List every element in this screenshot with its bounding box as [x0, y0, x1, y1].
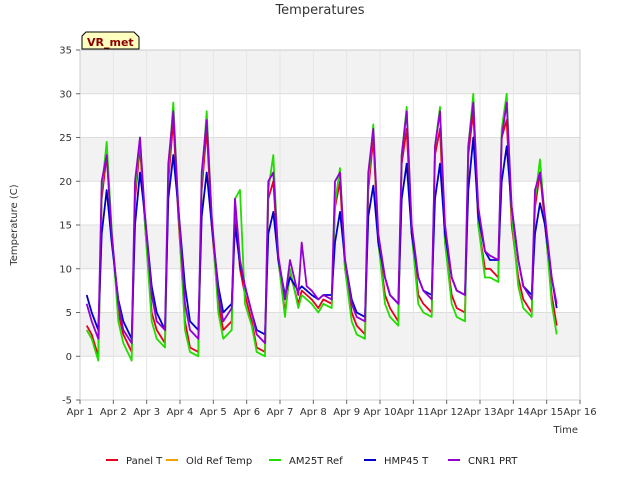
legend-item: CNR1 PRT [448, 456, 518, 467]
station-tag-label: VR_met [87, 36, 134, 49]
x-tick-label: Apr 5 [200, 407, 227, 418]
x-tick-label: Apr 3 [133, 407, 160, 418]
x-tick-label: Apr 4 [167, 407, 194, 418]
y-tick-label: 15 [59, 221, 72, 232]
legend-label: AM25T Ref [289, 456, 343, 467]
y-tick-label: 20 [59, 177, 72, 188]
y-tick-label: 0 [66, 352, 72, 363]
x-tick-label: Apr 12 [430, 407, 463, 418]
y-tick-label: 5 [66, 308, 72, 319]
legend-label: Old Ref Temp [186, 456, 252, 467]
legend-label: Panel T [126, 456, 163, 467]
chart-title: Temperatures [274, 3, 364, 18]
y-tick-label: 35 [59, 46, 72, 57]
y-axis-ticks: -5 0 5 10 15 20 25 30 35 [59, 46, 80, 407]
x-axis-ticks: Apr 1 Apr 2 Apr 3 Apr 4 Apr 5 Apr 6 Apr 7 Apr 8… [67, 400, 597, 418]
x-tick-label: Apr 13 [463, 407, 496, 418]
legend-label: CNR1 PRT [468, 456, 518, 467]
legend: Panel T Old Ref Temp AM25T Ref HMP45 T CNR1 … [106, 456, 518, 467]
x-tick-label: Apr 14 [497, 407, 530, 418]
x-tick-label: Apr 6 [233, 407, 260, 418]
plot-band [80, 137, 580, 182]
plot-band [80, 225, 580, 269]
x-axis-title: Time [553, 425, 578, 436]
legend-item: Panel T [106, 456, 163, 467]
x-tick-label: Apr 15 [530, 407, 563, 418]
x-tick-label: Apr 7 [267, 407, 294, 418]
y-tick-label: 30 [59, 89, 72, 100]
station-tag-box [81, 31, 140, 50]
x-tick-label: Apr 16 [563, 407, 596, 418]
x-tick-label: Apr 10 [363, 407, 396, 418]
legend-item: HMP45 T [364, 456, 429, 467]
plot-band [80, 50, 580, 94]
series-line-cnr1-prt [85, 101, 558, 345]
plot-band [80, 312, 580, 357]
x-tick-label: Apr 1 [67, 407, 94, 418]
y-tick-label: 25 [59, 133, 72, 144]
station-tag: VR_met [81, 31, 140, 50]
x-tick-label: Apr 11 [397, 407, 430, 418]
legend-item: AM25T Ref [269, 456, 343, 467]
series-layer [85, 92, 558, 362]
legend-item: Old Ref Temp [166, 456, 252, 467]
legend-label: HMP45 T [384, 456, 429, 467]
x-tick-label: Apr 2 [100, 407, 127, 418]
y-axis-title: Temperature (C) [9, 184, 20, 266]
x-tick-label: Apr 8 [300, 407, 327, 418]
y-tick-label: 10 [59, 264, 72, 275]
y-tick-label: -5 [62, 396, 72, 407]
x-tick-label: Apr 9 [333, 407, 360, 418]
